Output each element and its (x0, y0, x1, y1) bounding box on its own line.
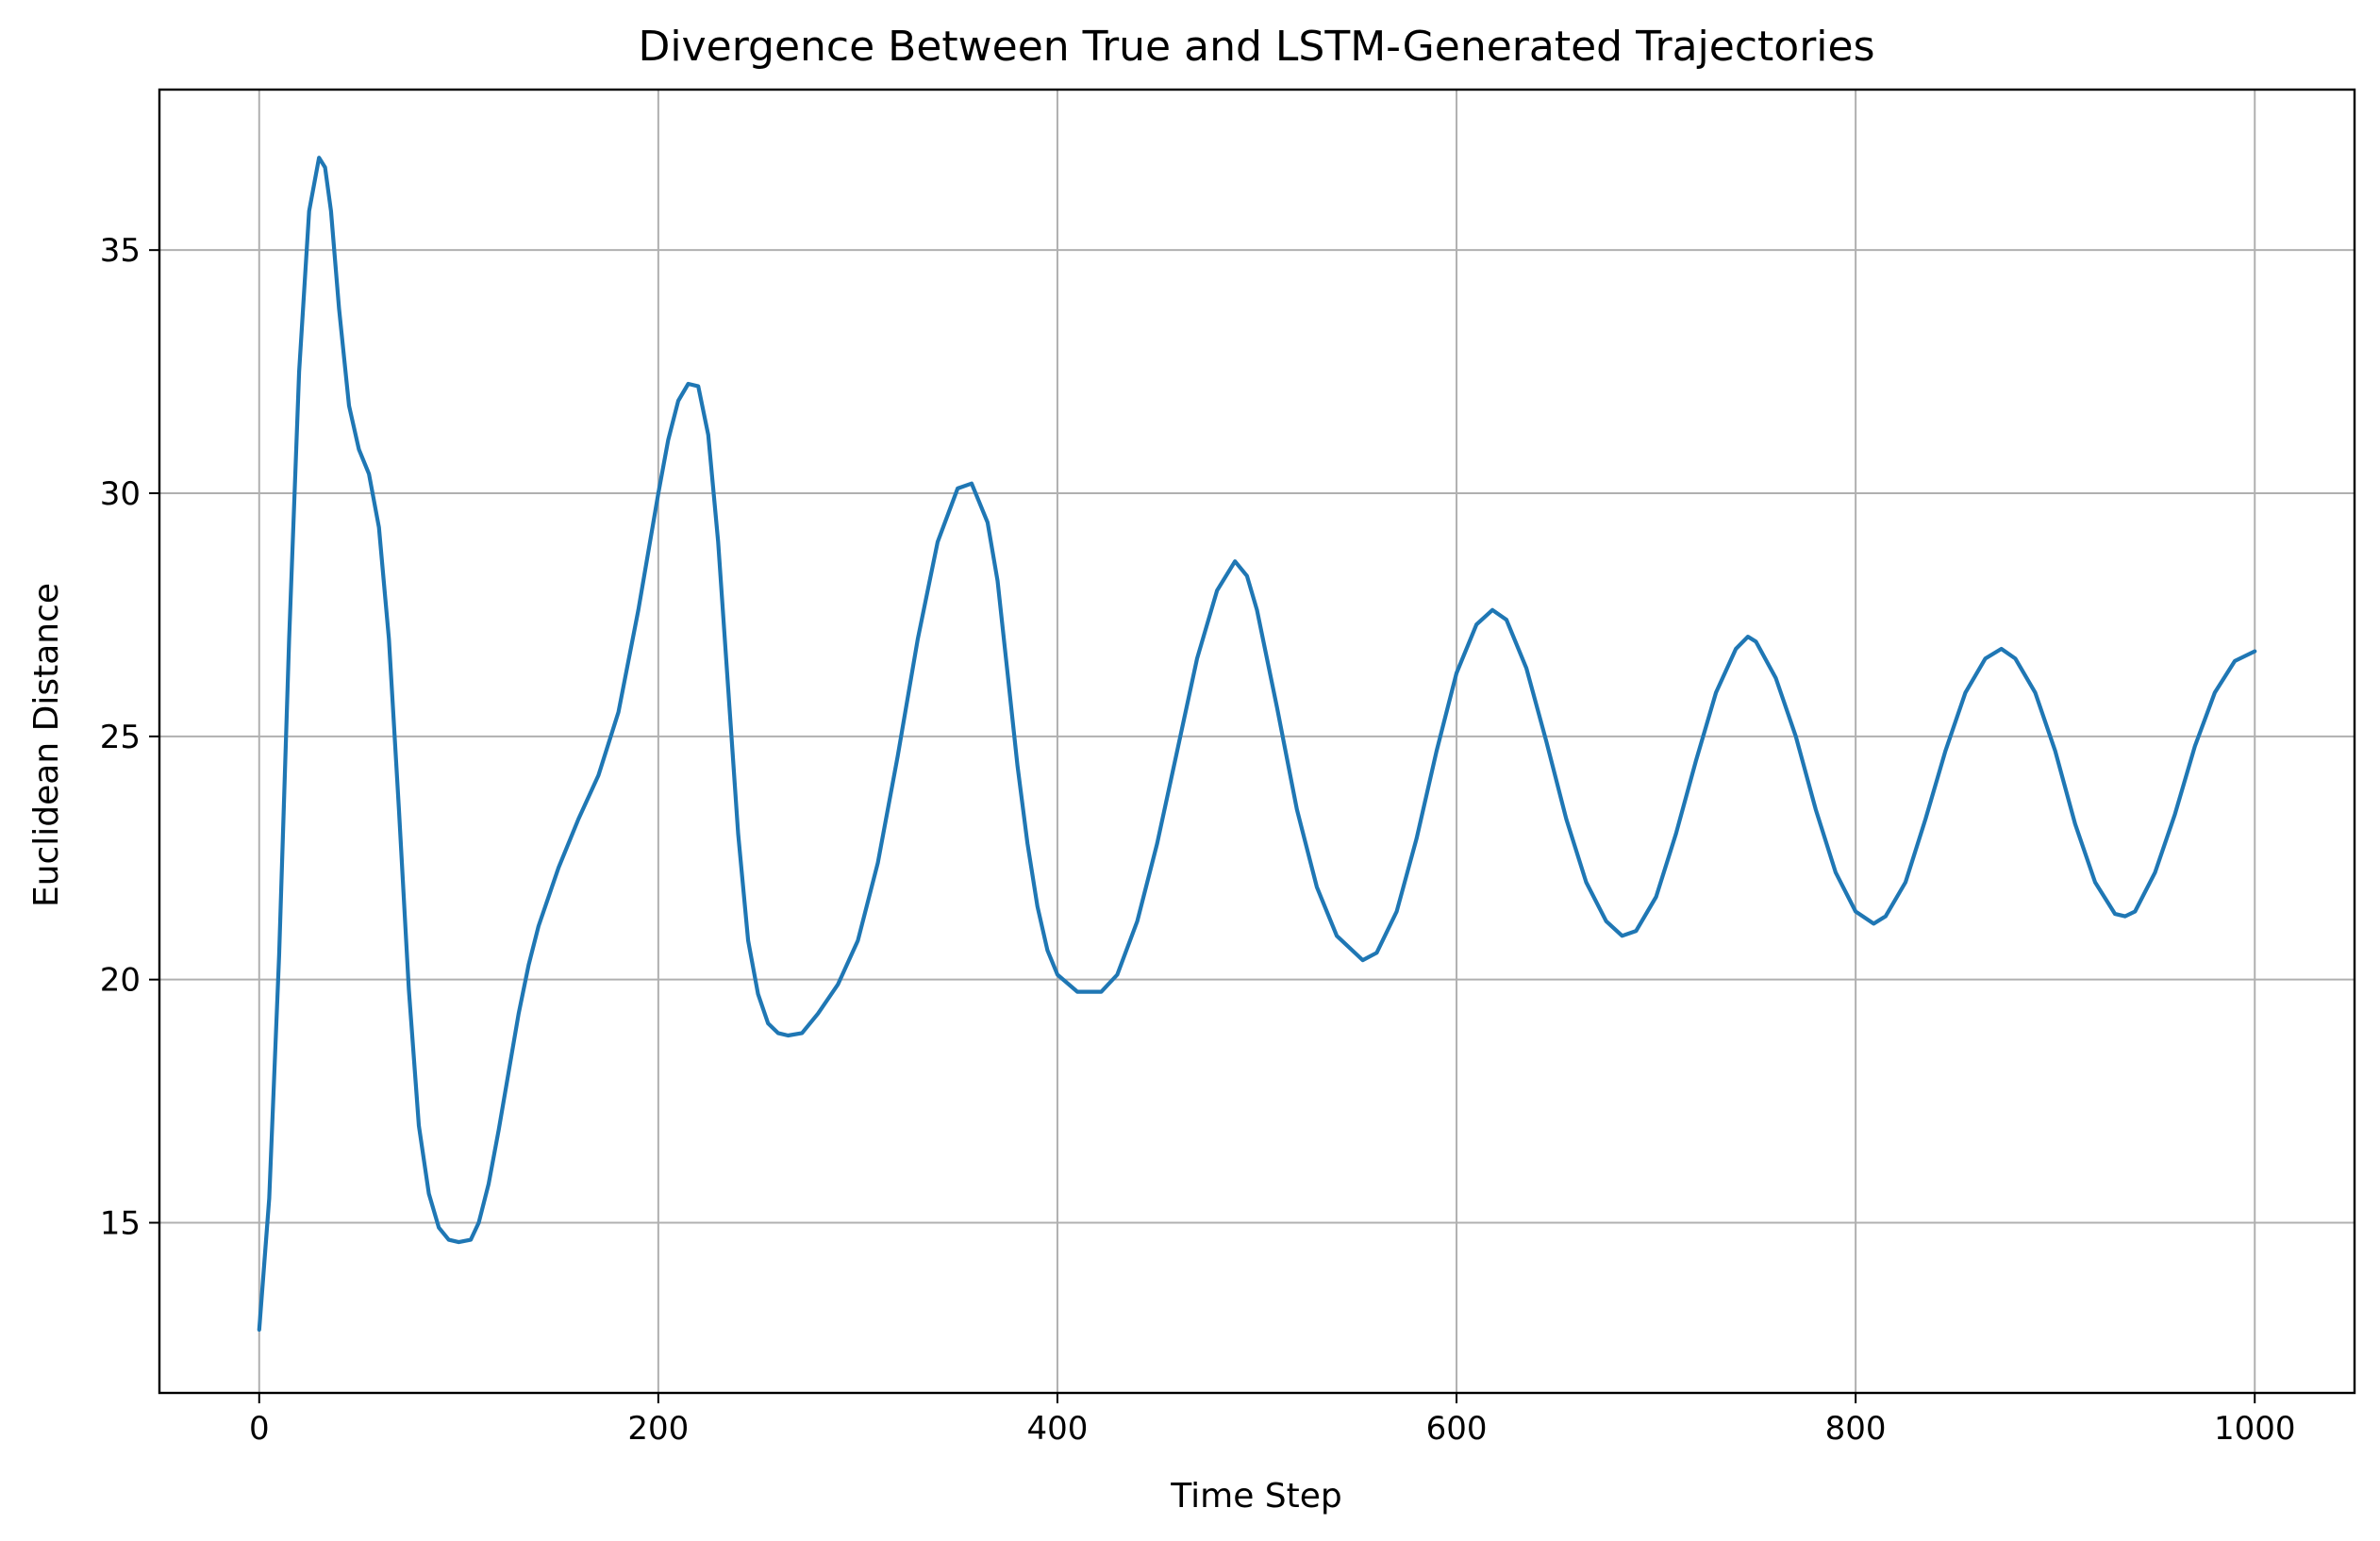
series-line-0 (257, 156, 2257, 1333)
y-tick-label: 25 (100, 719, 141, 756)
x-tick-label: 0 (249, 1410, 270, 1448)
x-tick-label: 200 (627, 1410, 689, 1448)
y-tick-label: 20 (100, 962, 141, 1000)
chart-title: Divergence Between True and LSTM-Generat… (639, 23, 1875, 71)
ticks: 0 200 400 600 800 1000 15 20 25 30 35 (100, 232, 2296, 1448)
axes-frame (158, 88, 2356, 1395)
x-tick-label: 400 (1027, 1410, 1089, 1448)
y-tick-label: 35 (100, 232, 141, 270)
y-tick-label: 15 (100, 1205, 141, 1243)
x-tick-label: 600 (1426, 1410, 1488, 1448)
y-axis-label: Euclidean Distance (27, 583, 66, 907)
x-tick-label: 800 (1825, 1410, 1887, 1448)
x-tick-label: 1000 (2214, 1410, 2296, 1448)
y-tick-label: 30 (100, 475, 141, 513)
data-series (257, 156, 2257, 1333)
x-axis-label: Time Step (1170, 1477, 1342, 1516)
grid (159, 90, 2355, 1393)
